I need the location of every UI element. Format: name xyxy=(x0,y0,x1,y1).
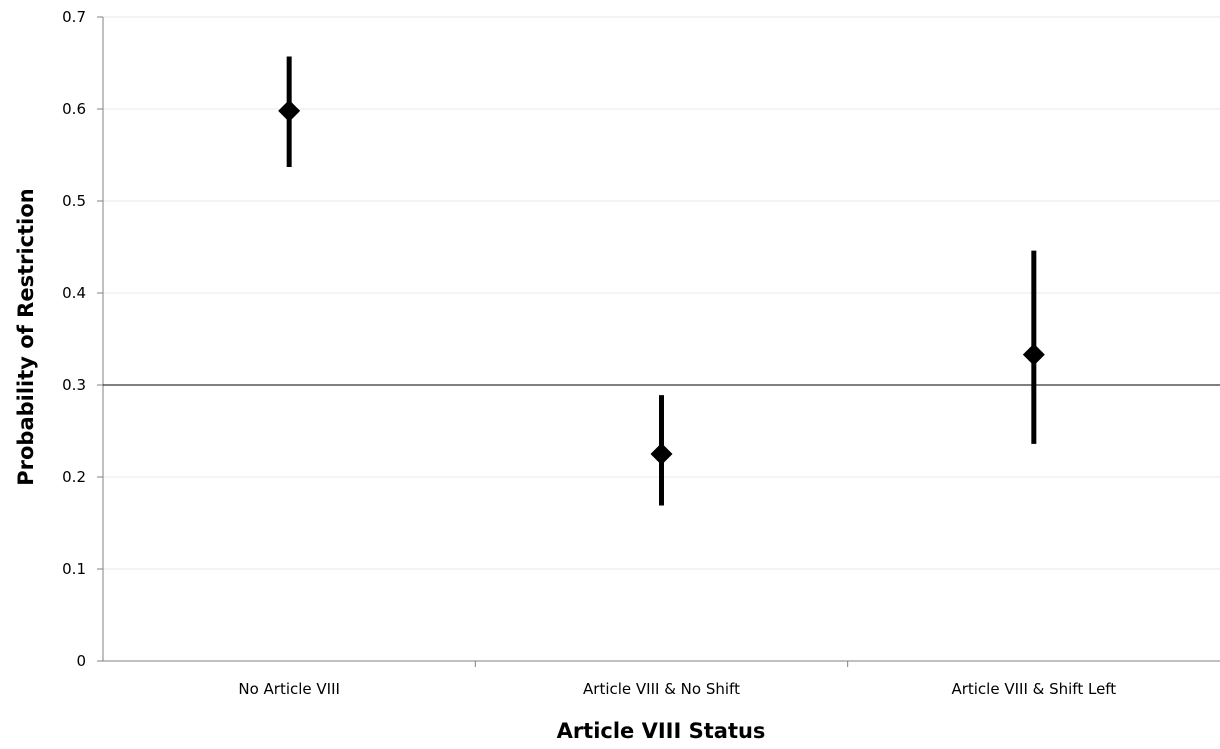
y-tick-label: 0.7 xyxy=(62,8,86,26)
x-axis-title: Article VIII Status xyxy=(557,719,766,743)
y-tick-label: 0 xyxy=(76,652,86,670)
y-tick-label: 0.1 xyxy=(62,560,86,578)
data-point-diamond xyxy=(278,99,301,122)
y-tick-label: 0.5 xyxy=(62,192,86,210)
x-tick-label: Article VIII & No Shift xyxy=(583,680,740,698)
y-axis-title: Probability of Restriction xyxy=(14,188,38,486)
data-point-diamond xyxy=(1022,343,1045,366)
y-tick-labels: 0 0.1 0.2 0.3 0.4 0.5 0.6 0.7 xyxy=(62,8,86,670)
axes xyxy=(97,16,1220,667)
x-tick-label: No Article VIII xyxy=(238,680,340,698)
series-points xyxy=(278,56,1045,506)
x-tick-label: Article VIII & Shift Left xyxy=(951,680,1116,698)
y-tick-label: 0.6 xyxy=(62,100,86,118)
x-tick-labels: No Article VIII Article VIII & No Shift Ar… xyxy=(238,680,1116,698)
y-tick-label: 0.4 xyxy=(62,284,86,302)
y-tick-label: 0.3 xyxy=(62,376,86,394)
y-tick-label: 0.2 xyxy=(62,468,86,486)
data-point-diamond xyxy=(650,443,673,465)
